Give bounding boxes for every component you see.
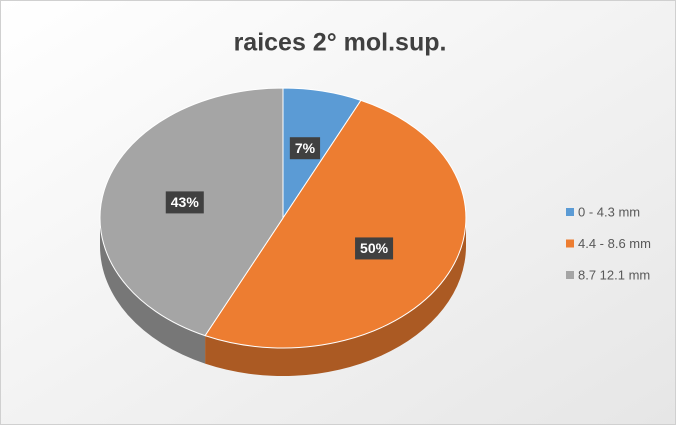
legend-label: 0 - 4.3 mm	[578, 204, 640, 219]
data-label-text: 7%	[295, 140, 316, 156]
data-label-box	[165, 191, 204, 214]
chart-title: raices 2° mol.sup.	[234, 29, 447, 57]
data-label: 43%	[165, 191, 204, 214]
pie-side	[100, 218, 206, 364]
data-label-box	[289, 137, 321, 160]
data-label: 7%	[289, 137, 321, 160]
legend-swatch	[566, 208, 574, 216]
pie-slice	[204, 99, 467, 349]
pie-side	[205, 218, 466, 376]
data-label-text: 43%	[171, 194, 200, 210]
data-label-box	[355, 237, 394, 260]
data-label-text: 50%	[360, 240, 389, 256]
legend-swatch	[566, 239, 574, 248]
legend-swatch	[566, 271, 574, 279]
data-label: 50%	[355, 237, 394, 260]
legend-label: 4.4 - 8.6 mm	[578, 236, 651, 251]
legend-label: 8.7 12.1 mm	[578, 267, 650, 282]
